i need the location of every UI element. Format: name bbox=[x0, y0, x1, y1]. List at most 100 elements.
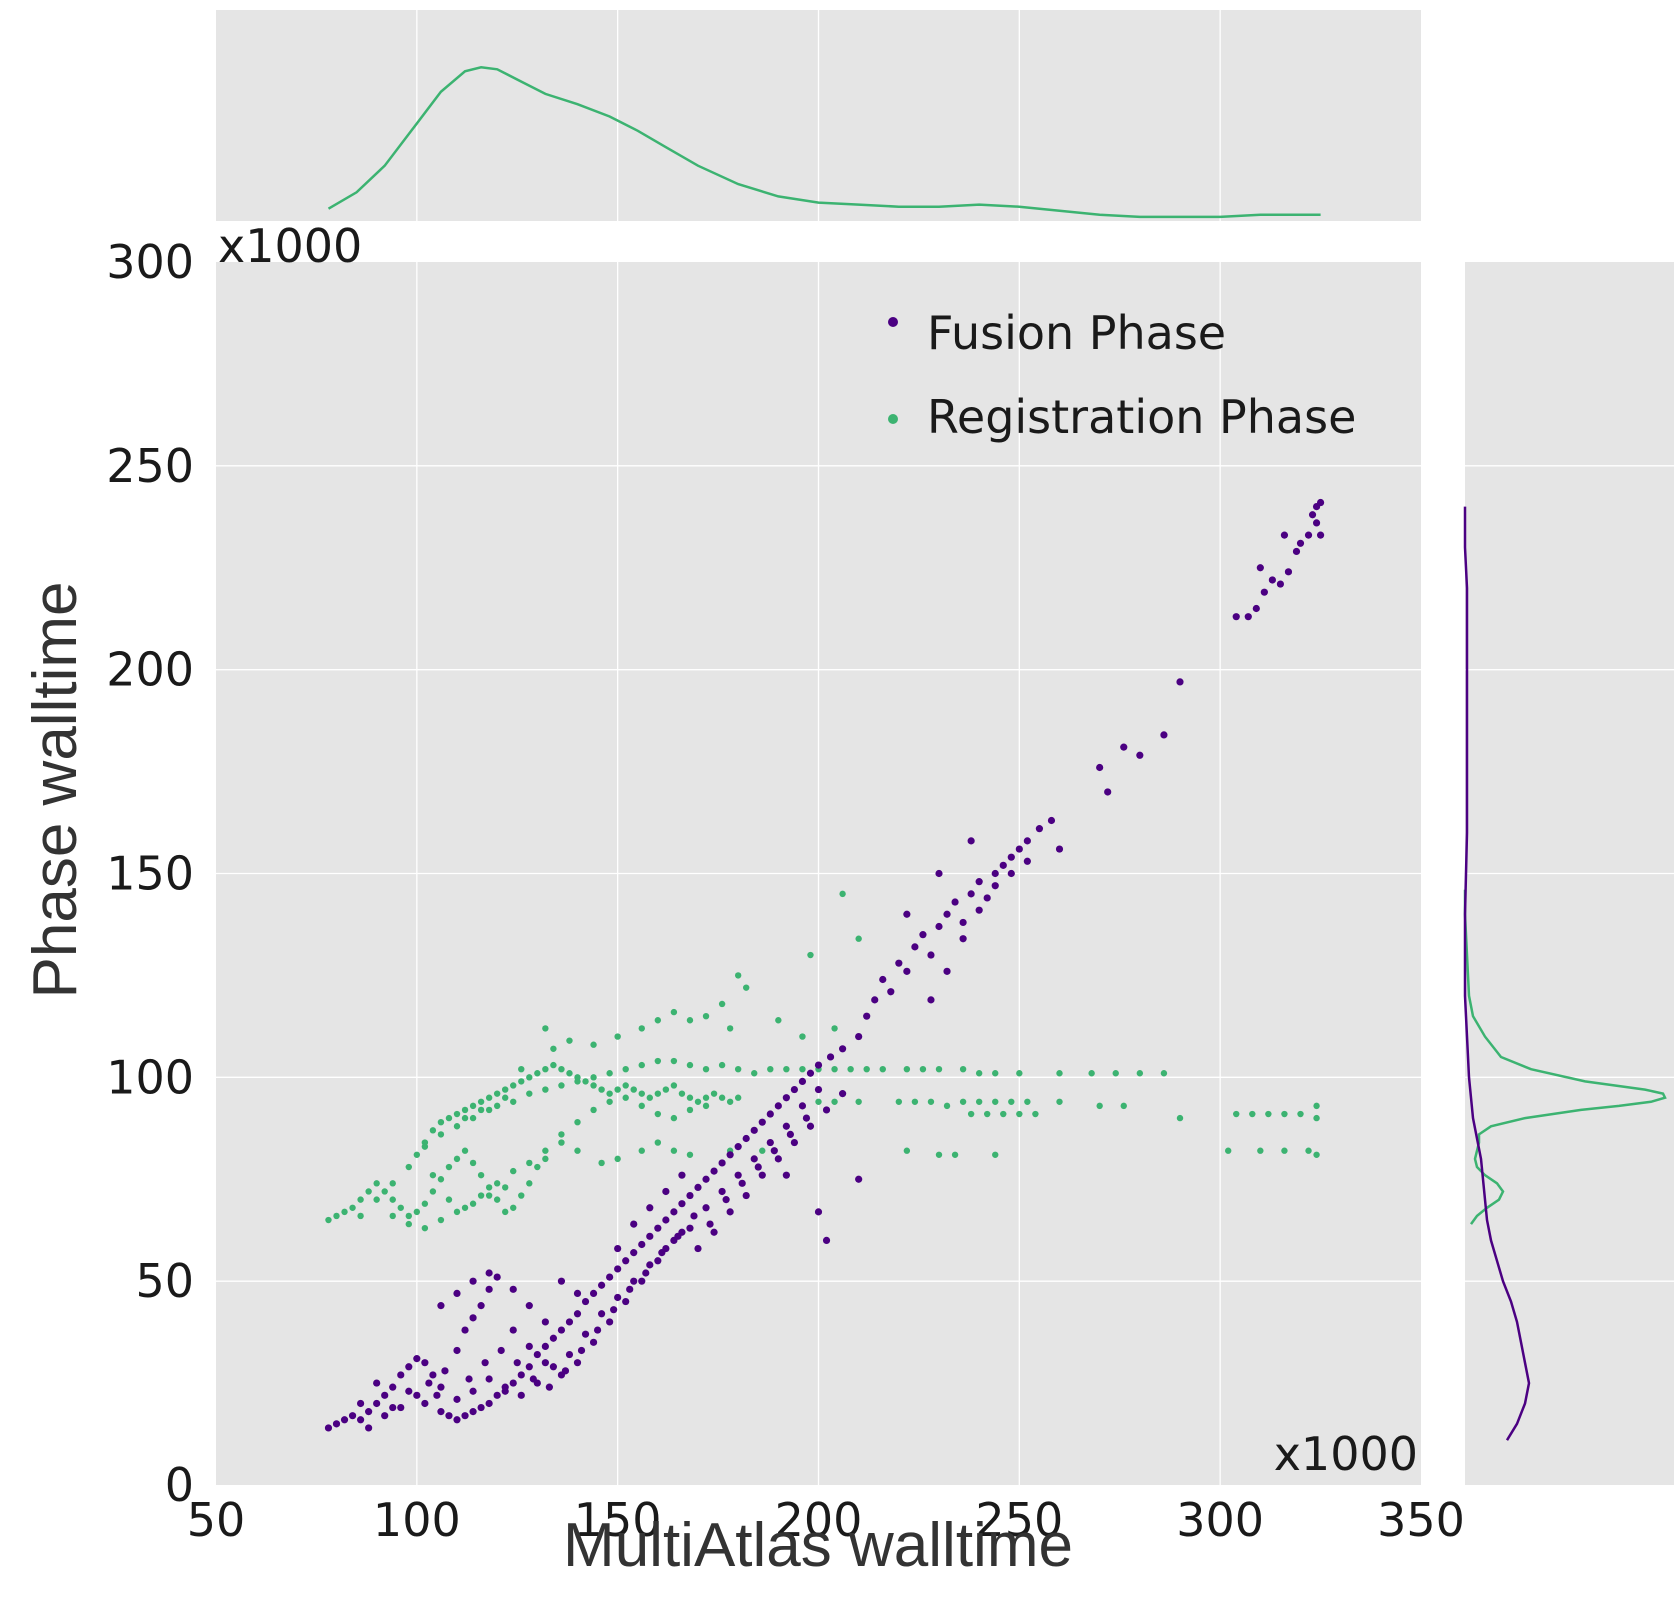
point-fusion bbox=[1136, 751, 1144, 759]
legend-label-registration: Registration Phase bbox=[927, 390, 1356, 444]
point-registration bbox=[357, 1212, 364, 1220]
x-tick-label: 300 bbox=[1176, 1493, 1264, 1547]
point-registration bbox=[638, 1147, 645, 1154]
point-registration bbox=[566, 1070, 573, 1077]
point-registration bbox=[1088, 1070, 1095, 1077]
point-fusion bbox=[1232, 613, 1240, 621]
point-fusion bbox=[389, 1403, 397, 1412]
right-marginal-kde-fusion bbox=[1463, 506, 1531, 1441]
point-fusion bbox=[525, 1342, 533, 1350]
point-registration bbox=[558, 1139, 565, 1146]
point-fusion bbox=[798, 1102, 807, 1110]
point-fusion bbox=[662, 1244, 670, 1253]
point-registration bbox=[718, 1094, 726, 1101]
point-registration bbox=[510, 1204, 517, 1211]
point-registration bbox=[502, 1208, 509, 1216]
point-registration bbox=[493, 1180, 501, 1187]
x-axis-label: MultiAtlas walltime bbox=[563, 1511, 1073, 1580]
legend: Fusion Phase Registration Phase bbox=[888, 306, 1356, 444]
point-registration bbox=[461, 1204, 469, 1211]
point-fusion bbox=[533, 1379, 541, 1387]
point-fusion bbox=[975, 906, 983, 914]
point-fusion bbox=[453, 1289, 461, 1297]
point-registration bbox=[510, 1082, 517, 1089]
point-registration bbox=[1024, 1098, 1031, 1105]
point-fusion bbox=[782, 1094, 790, 1102]
point-registration bbox=[413, 1208, 421, 1216]
point-registration bbox=[389, 1212, 396, 1220]
point-registration bbox=[975, 1070, 983, 1077]
point-registration bbox=[389, 1180, 396, 1187]
point-fusion bbox=[1296, 539, 1305, 547]
point-registration bbox=[590, 1106, 597, 1114]
point-registration bbox=[815, 1098, 822, 1105]
point-fusion bbox=[766, 1110, 774, 1118]
point-fusion bbox=[887, 988, 895, 996]
point-fusion bbox=[943, 910, 951, 918]
point-registration bbox=[1257, 1147, 1264, 1154]
point-fusion bbox=[814, 1208, 823, 1216]
point-registration bbox=[743, 984, 750, 991]
point-registration bbox=[405, 1220, 412, 1228]
point-registration bbox=[1305, 1147, 1312, 1154]
point-registration bbox=[863, 1065, 870, 1073]
point-fusion bbox=[822, 1236, 831, 1244]
point-registration bbox=[502, 1184, 509, 1191]
point-registration bbox=[686, 1151, 694, 1158]
point-fusion bbox=[734, 1143, 742, 1151]
point-registration bbox=[670, 1008, 678, 1016]
y-scale-label: x1000 bbox=[218, 219, 362, 273]
point-fusion bbox=[690, 1212, 698, 1220]
point-registration bbox=[654, 1057, 662, 1065]
point-registration bbox=[1225, 1147, 1232, 1154]
point-registration bbox=[726, 1025, 734, 1032]
point-registration bbox=[365, 1188, 372, 1195]
point-fusion bbox=[509, 1379, 517, 1387]
point-fusion bbox=[710, 1167, 718, 1175]
point-fusion bbox=[646, 1204, 654, 1212]
right-marginal-kde-registration bbox=[1463, 889, 1667, 1225]
point-registration bbox=[429, 1171, 437, 1179]
point-fusion bbox=[654, 1257, 662, 1265]
point-fusion bbox=[485, 1375, 493, 1383]
point-registration bbox=[485, 1094, 493, 1101]
point-fusion bbox=[545, 1383, 553, 1391]
point-fusion bbox=[839, 1045, 847, 1053]
y-tick-labels: 0 50 100 150 200 250 300 bbox=[106, 235, 194, 1512]
point-registration bbox=[975, 1098, 983, 1105]
point-fusion bbox=[774, 1102, 782, 1110]
point-registration bbox=[734, 972, 742, 979]
point-fusion bbox=[686, 1191, 694, 1200]
point-fusion bbox=[461, 1326, 469, 1334]
point-registration bbox=[670, 1057, 678, 1065]
point-fusion bbox=[517, 1391, 525, 1399]
point-registration bbox=[734, 1065, 742, 1073]
point-registration bbox=[1176, 1114, 1184, 1122]
point-registration bbox=[558, 1065, 565, 1073]
point-fusion bbox=[1260, 588, 1268, 596]
point-fusion bbox=[373, 1379, 381, 1387]
point-registration bbox=[670, 1082, 678, 1089]
point-fusion bbox=[626, 1285, 634, 1293]
point-fusion bbox=[445, 1412, 453, 1420]
point-fusion bbox=[790, 1085, 799, 1094]
point-fusion bbox=[469, 1277, 477, 1285]
point-registration bbox=[429, 1188, 437, 1195]
point-registration bbox=[502, 1094, 509, 1101]
point-registration bbox=[502, 1086, 509, 1093]
point-registration bbox=[702, 1094, 710, 1101]
point-fusion bbox=[855, 1032, 863, 1041]
point-fusion bbox=[734, 1171, 742, 1179]
point-fusion bbox=[991, 882, 999, 890]
point-registration bbox=[453, 1155, 461, 1163]
point-fusion bbox=[991, 869, 999, 878]
point-fusion bbox=[702, 1175, 710, 1183]
x-tick-labels: 50 100 150 200 250 300 350 bbox=[187, 1493, 1465, 1547]
point-registration bbox=[437, 1216, 445, 1224]
point-registration bbox=[405, 1212, 412, 1220]
point-fusion bbox=[935, 922, 943, 931]
point-registration bbox=[461, 1106, 469, 1114]
point-fusion bbox=[425, 1379, 433, 1387]
y-tick-label: 0 bbox=[165, 1458, 194, 1512]
point-fusion bbox=[1023, 837, 1031, 845]
